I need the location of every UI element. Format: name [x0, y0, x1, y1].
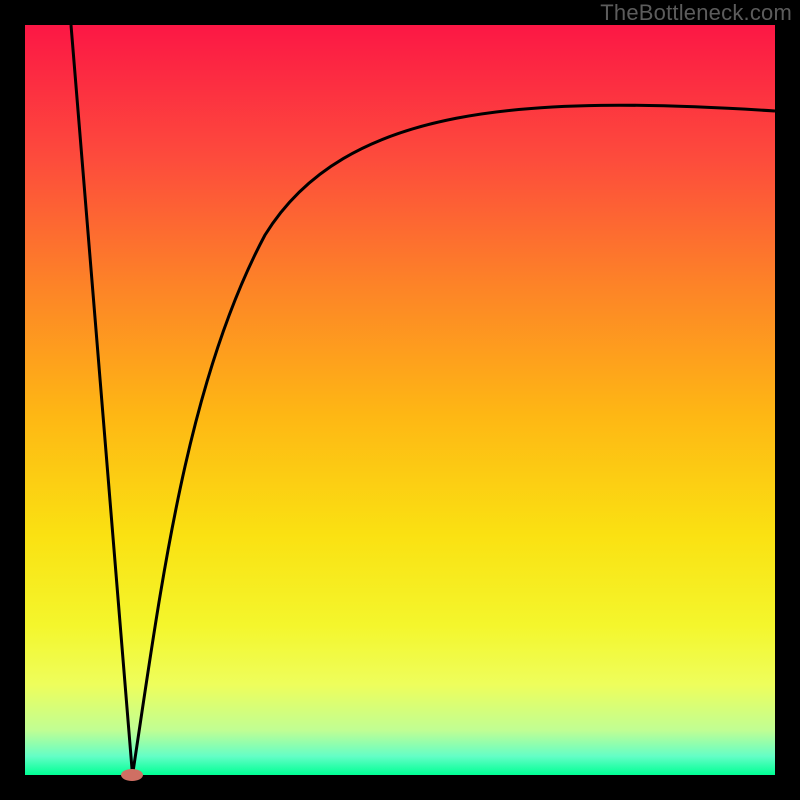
gradient-background [25, 25, 775, 775]
chart-container: TheBottleneck.com [0, 0, 800, 800]
chart-svg [25, 25, 775, 775]
optimal-point-marker [121, 769, 143, 781]
watermark-text: TheBottleneck.com [600, 0, 792, 26]
plot-area [25, 25, 775, 775]
